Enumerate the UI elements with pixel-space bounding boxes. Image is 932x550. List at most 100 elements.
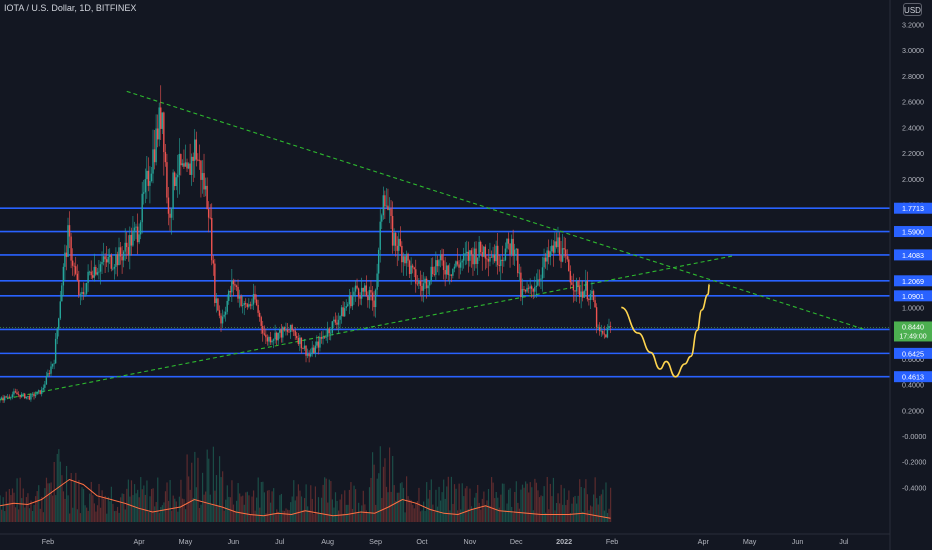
candle-body [0,397,3,399]
oscillator [0,478,611,519]
candle-body [506,238,508,249]
volume-bar [456,510,459,522]
volume-bar [137,489,139,522]
candle-body [170,208,173,218]
candle-body [31,393,34,395]
volume-bar [42,512,44,522]
volume-bar [50,482,52,522]
volume-bar [319,513,321,522]
candle-body [534,287,536,292]
volume-bar [16,478,18,522]
volume-bar [325,478,327,522]
volume-bar [585,479,587,522]
volume-bar [124,509,126,522]
volume-bar [218,456,221,522]
volume-bar [177,511,179,522]
candle-body [581,291,584,298]
candle-body [101,261,103,265]
volume-bar [266,490,269,522]
candle-body [314,345,317,354]
candle-body [24,393,26,399]
volume-bar [84,505,86,522]
volume-bar [580,487,582,522]
candle-body [88,271,91,273]
volume-bar [127,479,129,522]
volume-bar [22,488,24,522]
candle-body [200,160,202,180]
y-tick-label: 0.2000 [902,406,924,415]
candle-body [85,282,88,294]
candle-body [141,193,143,223]
candle-body [241,304,244,306]
candle-body [275,332,278,341]
projection-line [621,283,711,378]
candle-body [373,300,375,308]
volume-bar [4,511,6,522]
volume-bar [472,509,474,522]
candle-body [194,139,196,161]
candle-body [294,330,296,336]
level-label: 1.2069 [902,277,924,286]
level-label-bg [894,290,932,302]
candle-body [135,226,137,228]
candle-body [98,271,100,273]
volume-bar [169,480,171,522]
volume-bar [460,509,462,522]
candle-body [334,319,337,323]
candle-body [504,248,507,261]
candle-body [609,325,612,327]
volume-bar [501,483,504,522]
volume-bar [208,458,210,522]
y-tick-label: -0.0000 [902,432,926,441]
volume-bar [342,513,344,522]
volume-bar [435,489,437,522]
candle-body [238,296,241,299]
candle-body [377,249,380,274]
volume-bar [18,509,20,522]
volume-bar [328,479,330,522]
volume-bar [492,482,494,522]
volume-bar [175,501,177,522]
candle-body [305,345,307,356]
volume-bar [608,508,610,522]
volume-bar [39,508,41,522]
volume-bar [399,483,402,522]
candle-body [455,261,457,267]
level-label-bg [894,371,932,383]
candle-body [462,253,465,261]
level-label-bg [894,202,932,214]
price-scale-button[interactable]: USD [903,3,922,16]
volume-bar [65,465,68,522]
candle-body [432,266,434,275]
x-tick-label: Sep [369,537,382,546]
candle-body [172,172,174,209]
candle-body [217,298,219,311]
candle-body [428,281,431,286]
candle-body [283,327,286,331]
candle-body [408,260,411,274]
candle-body [133,227,136,231]
candle-body [330,332,332,334]
volume-bar [429,489,431,522]
candle-body [272,339,275,341]
volume-bar [419,511,422,522]
candle-body [595,307,598,328]
volume-bar [157,477,159,522]
volume-bar [47,483,49,522]
candle-body [441,254,443,261]
volume-bar [64,498,66,522]
candle-body [186,162,188,169]
y-tick-label: 2.4000 [902,123,924,132]
candle-body [93,266,95,278]
candle-body [96,272,99,275]
candle-body [92,275,94,278]
candle-body [323,336,326,338]
candles [0,85,612,403]
volume-bar [407,496,409,522]
candle-body [45,376,48,385]
candle-body [411,265,414,268]
candle-body [435,260,437,275]
candle-body [347,304,349,307]
